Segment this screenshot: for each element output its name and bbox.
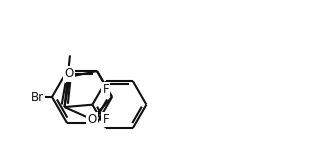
Text: O: O: [87, 113, 97, 126]
Text: F: F: [103, 113, 109, 126]
Text: Br: Br: [31, 91, 44, 103]
Text: F: F: [103, 83, 109, 96]
Text: O: O: [64, 67, 74, 81]
